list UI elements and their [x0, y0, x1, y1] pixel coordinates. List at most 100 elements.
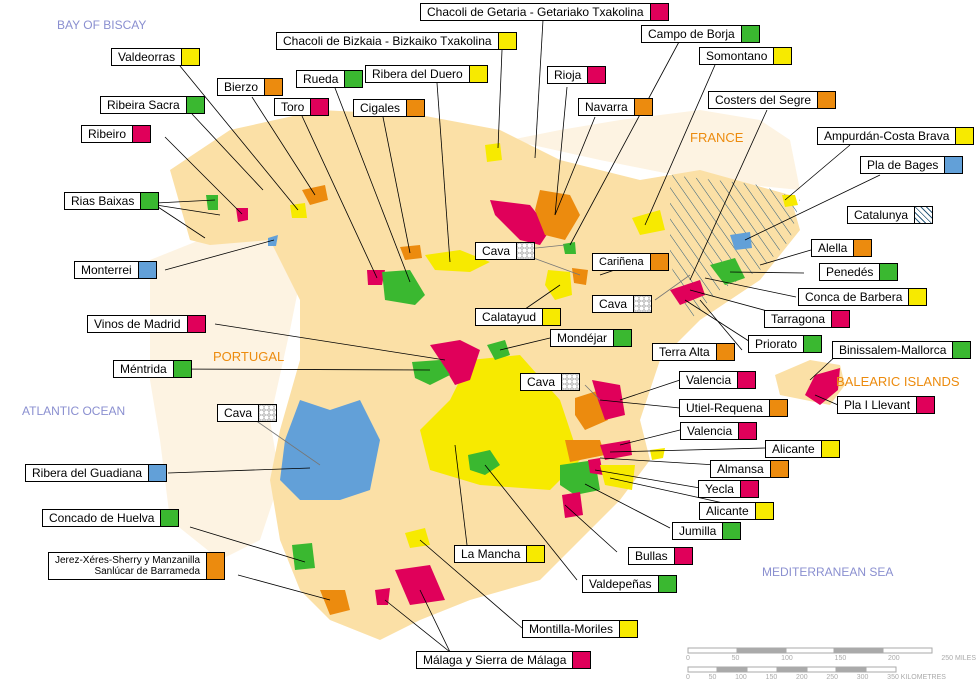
label-monterrei[interactable]: Monterrei — [74, 261, 157, 279]
navarra-area — [535, 190, 580, 240]
scale-km: 0 50 100 150 200 250 300 350 KILOMETRES — [686, 674, 946, 681]
swatch-red — [831, 311, 850, 327]
swatch-cava-pattern — [258, 405, 277, 421]
swatch-green — [722, 523, 741, 539]
swatch-yellow — [955, 128, 974, 144]
label-chacoli-bizkaia[interactable]: Chacoli de Bizkaia - Bizkaiko Txakolina — [276, 32, 517, 50]
chacoli-bizkaia-area — [485, 143, 502, 162]
portugal-land — [150, 230, 300, 560]
label-carinena[interactable]: Cariñena — [592, 253, 669, 271]
pla-bages-area — [730, 232, 752, 250]
label-cava-aragon[interactable]: Cava — [592, 295, 653, 313]
label-toro[interactable]: Toro — [274, 98, 330, 116]
label-ribeiro[interactable]: Ribeiro — [81, 125, 152, 143]
label-penedes[interactable]: Penedés — [819, 263, 899, 281]
label-alicante-north[interactable]: Alicante — [765, 440, 840, 458]
carinena-area — [572, 268, 588, 285]
label-calatayud[interactable]: Calatayud — [475, 308, 562, 326]
label-utiel-requena[interactable]: Utiel-Requena — [679, 399, 788, 417]
label-conca-de-barbera[interactable]: Conca de Barbera — [798, 288, 928, 306]
swatch-green — [879, 264, 898, 280]
label-yecla[interactable]: Yecla — [698, 480, 759, 498]
label-priorato[interactable]: Priorato — [748, 335, 823, 353]
label-binissalem-mallorca[interactable]: Binissalem-Mallorca — [832, 341, 972, 359]
label-montilla-moriles[interactable]: Montilla-Moriles — [522, 620, 639, 638]
label-rioja[interactable]: Rioja — [547, 66, 607, 84]
label-bierzo[interactable]: Bierzo — [217, 78, 284, 96]
label-mondejar[interactable]: Mondéjar — [550, 329, 633, 347]
swatch-green — [160, 510, 179, 526]
alicante-area — [600, 465, 635, 490]
swatch-red — [132, 126, 151, 142]
label-rueda[interactable]: Rueda — [296, 70, 364, 88]
huelva-area — [292, 543, 315, 570]
label-valdeorras[interactable]: Valdeorras — [111, 48, 201, 66]
ampurdan-area — [782, 195, 798, 207]
label-jumilla[interactable]: Jumilla — [672, 522, 742, 540]
label-ampurdan-costa-brava[interactable]: Ampurdán-Costa Brava — [817, 127, 975, 145]
valdeorras-area — [290, 203, 307, 218]
label-alella[interactable]: Alella — [811, 239, 873, 257]
label-terra-alta[interactable]: Terra Alta — [652, 343, 735, 361]
label-almansa[interactable]: Almansa — [710, 460, 789, 478]
label-concado-de-huelva[interactable]: Concado de Huelva — [42, 509, 180, 527]
swatch-orange — [853, 240, 872, 256]
swatch-yellow — [908, 289, 927, 305]
swatch-orange — [264, 79, 283, 95]
ribera-duero-area — [425, 250, 490, 272]
alicante-coast-area — [650, 448, 665, 460]
label-malaga[interactable]: Málaga y Sierra de Málaga — [416, 651, 592, 669]
region-label-balearic: BALEARIC ISLANDS — [836, 374, 960, 389]
label-valencia-south[interactable]: Valencia — [680, 422, 758, 440]
cigales-area — [400, 245, 422, 260]
swatch-green — [185, 97, 204, 113]
label-alicante[interactable]: Alicante — [699, 502, 774, 520]
scale-miles: 0 50 100 150 200 250 MILES — [686, 655, 976, 662]
swatch-orange — [769, 461, 788, 477]
label-pla-i-llevant[interactable]: Pla I Llevant — [837, 396, 936, 414]
swatch-yellow — [526, 546, 545, 562]
label-jerez[interactable]: Jerez-Xéres-Sherry y Manzanilla Sanlúcar … — [48, 552, 226, 580]
valencia-south-area — [600, 440, 632, 460]
label-vinos-de-madrid[interactable]: Vinos de Madrid — [87, 315, 206, 333]
swatch-red — [738, 423, 757, 439]
label-rias-baixas[interactable]: Rias Baixas — [64, 192, 160, 210]
valdepenas-area — [468, 450, 500, 475]
label-tarragona[interactable]: Tarragona — [764, 310, 851, 328]
label-mentrida[interactable]: Méntrida — [113, 360, 192, 378]
label-pla-de-bages[interactable]: Pla de Bages — [860, 156, 964, 174]
label-catalunya[interactable]: Catalunya — [847, 206, 934, 224]
label-bullas[interactable]: Bullas — [628, 547, 693, 565]
label-cigales[interactable]: Cigales — [353, 99, 426, 117]
swatch-orange — [649, 254, 668, 270]
swatch-red — [572, 652, 591, 668]
swatch-red — [310, 99, 329, 115]
swatch-yellow — [468, 66, 487, 82]
label-cava-valencia[interactable]: Cava — [520, 373, 581, 391]
label-valdepenas[interactable]: Valdepeñas — [582, 575, 677, 593]
jerez-area — [320, 590, 350, 615]
label-campo-de-borja[interactable]: Campo de Borja — [641, 25, 760, 43]
label-la-mancha[interactable]: La Mancha — [454, 545, 546, 563]
swatch-green — [803, 336, 822, 352]
swatch-cava-pattern — [561, 374, 580, 390]
label-valencia[interactable]: Valencia — [679, 371, 757, 389]
label-costers-del-segre[interactable]: Costers del Segre — [708, 91, 837, 109]
swatch-cava-pattern — [633, 296, 652, 312]
swatch-yellow — [542, 309, 561, 325]
bullas-area — [562, 492, 583, 518]
swatch-red — [737, 372, 756, 388]
label-cava-rioja[interactable]: Cava — [475, 242, 536, 260]
swatch-red — [916, 397, 935, 413]
label-navarra[interactable]: Navarra — [578, 98, 653, 116]
label-ribera-del-duero[interactable]: Ribera del Duero — [365, 65, 488, 83]
valencia-area — [592, 380, 625, 420]
swatch-orange — [633, 99, 652, 115]
label-ribera-del-guadiana[interactable]: Ribera del Guadiana — [25, 464, 168, 482]
label-ribeira-sacra[interactable]: Ribeira Sacra — [100, 96, 205, 114]
label-somontano[interactable]: Somontano — [699, 47, 793, 65]
swatch-orange — [206, 553, 225, 579]
label-chacoli-getaria[interactable]: Chacoli de Getaria - Getariako Txakolina — [420, 3, 669, 21]
label-cava-extremadura[interactable]: Cava — [217, 404, 278, 422]
